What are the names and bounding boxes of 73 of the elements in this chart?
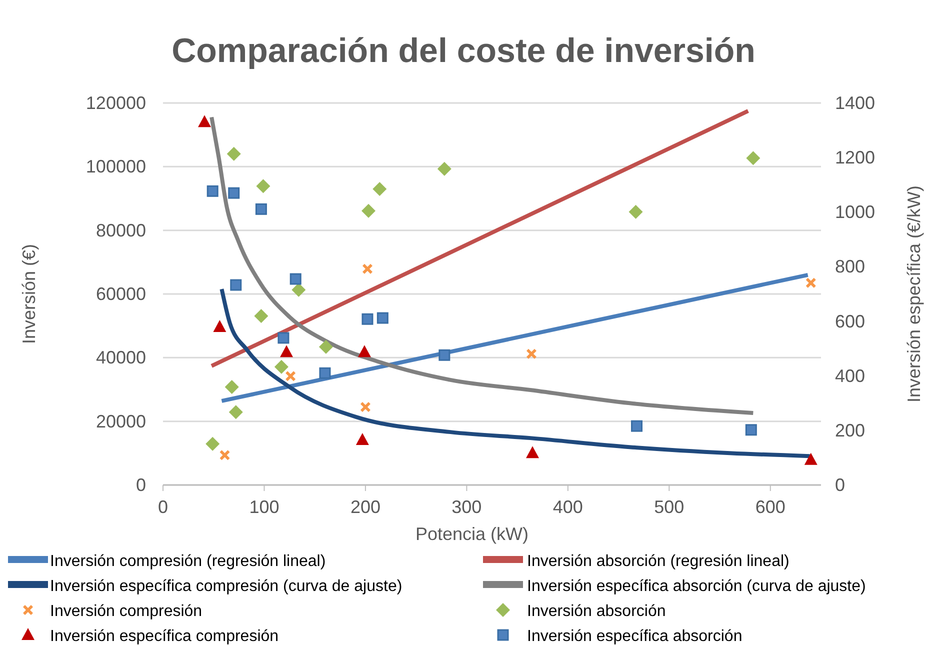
point (746, 151, 760, 166)
legend-label: Inversión compresión (regresión lineal) (50, 553, 326, 570)
y-tick-label: 80000 (96, 220, 146, 240)
y-axis-title: Inversión (€) (19, 244, 39, 344)
point (804, 452, 818, 465)
legend-label: Inversión compresión (50, 603, 202, 620)
legend-label: Inversión absorción (regresión lineal) (527, 553, 790, 570)
y-tick-label: 0 (136, 475, 146, 495)
y-tick-label: 120000 (86, 93, 146, 113)
y2-tick-label: 1200 (835, 148, 876, 168)
x-tick-label: 400 (552, 497, 583, 517)
point (256, 179, 270, 194)
point (319, 367, 331, 379)
point (628, 204, 643, 219)
point (360, 402, 370, 412)
y2-tick-label: 800 (835, 256, 866, 277)
point (745, 424, 757, 436)
point (356, 432, 369, 445)
x-axis-title: Potencia (kW) (415, 524, 529, 544)
x-tick-label: 500 (654, 497, 684, 517)
point (255, 203, 267, 215)
point (318, 340, 333, 354)
point (286, 371, 296, 382)
y-tick-label: 20000 (96, 411, 146, 432)
point (526, 446, 539, 458)
point (358, 345, 371, 358)
point (278, 332, 290, 344)
x-tick-label: 300 (452, 497, 482, 517)
point (806, 278, 816, 288)
y-tick-label: 100000 (86, 156, 146, 177)
point (274, 360, 288, 374)
y2-axis-title: Inversión específica (€/kW) (904, 185, 924, 403)
point (438, 349, 450, 361)
point (254, 308, 268, 323)
y2-tick-label: 1000 (835, 202, 876, 222)
y2-tick-label: 1400 (835, 93, 876, 113)
point (228, 405, 243, 420)
y2-tick-label: 400 (835, 366, 866, 386)
point (226, 146, 241, 161)
point (362, 264, 372, 274)
point (228, 187, 240, 199)
point (372, 182, 387, 196)
point (213, 320, 226, 332)
chart-title: Comparación del coste de inversión (172, 32, 756, 70)
x-tick-label: 100 (249, 497, 280, 517)
point (292, 282, 306, 297)
legend-label: Inversión absorción (527, 603, 666, 620)
point (437, 162, 452, 176)
y2-tick-label: 0 (835, 475, 846, 495)
y-tick-label: 60000 (96, 284, 146, 304)
point (230, 279, 242, 291)
point (280, 345, 293, 358)
y2-tick-label: 200 (835, 420, 866, 440)
y2-tick-label: 600 (835, 311, 866, 332)
point (362, 313, 374, 325)
point (526, 348, 536, 359)
x-tick-label: 200 (350, 497, 380, 517)
point (198, 115, 212, 128)
point (376, 312, 388, 324)
point (362, 204, 376, 218)
legend-label: Inversión específica compresión (curva de ajuste) (50, 578, 402, 595)
point (631, 420, 643, 432)
x-tick-label: 0 (158, 497, 168, 517)
y-tick-label: 40000 (96, 348, 146, 368)
point (290, 273, 302, 285)
x-tick-label: 600 (755, 497, 786, 517)
legend-label: Inversión específica absorción (527, 628, 742, 645)
point (224, 380, 239, 394)
legend-label: Inversión específica absorción (curva de ajuste) (527, 578, 866, 595)
legend-label: Inversión específica compresión (50, 628, 279, 645)
point (206, 436, 220, 451)
point (206, 185, 218, 197)
point (220, 450, 230, 460)
